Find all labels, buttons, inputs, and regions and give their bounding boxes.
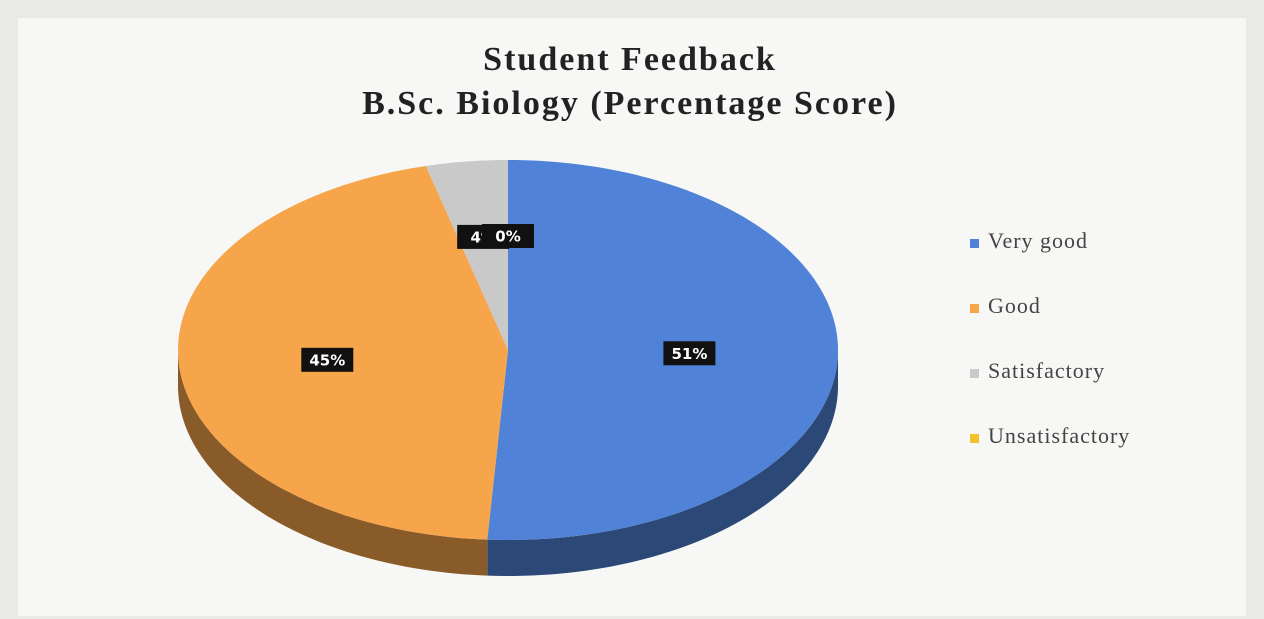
legend-swatch xyxy=(970,434,979,443)
slice-side xyxy=(178,350,488,576)
legend-label: Satisfactory xyxy=(988,358,1105,383)
legend-swatch xyxy=(970,369,979,378)
legend-label: Good xyxy=(988,293,1041,318)
legend-swatch xyxy=(970,304,979,313)
value-label: 0% xyxy=(495,228,520,246)
value-label-bg xyxy=(663,341,716,366)
value-label: 45% xyxy=(309,351,345,369)
value-label-bg xyxy=(482,224,534,248)
legend-swatch xyxy=(970,239,979,248)
value-label-bg xyxy=(301,347,354,372)
slice-side xyxy=(487,350,838,576)
slice xyxy=(487,160,838,540)
legend-label: Very good xyxy=(988,228,1088,253)
chart-subtitle: B.Sc. Biology (Percentage Score) xyxy=(362,85,898,122)
chart-title: Student Feedback xyxy=(483,41,777,78)
legend-label: Unsatisfactory xyxy=(988,423,1130,448)
slice xyxy=(425,160,508,350)
value-label: 51% xyxy=(671,345,707,363)
